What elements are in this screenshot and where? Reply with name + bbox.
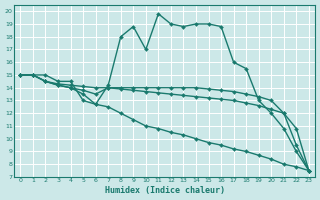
X-axis label: Humidex (Indice chaleur): Humidex (Indice chaleur) [105, 186, 225, 195]
